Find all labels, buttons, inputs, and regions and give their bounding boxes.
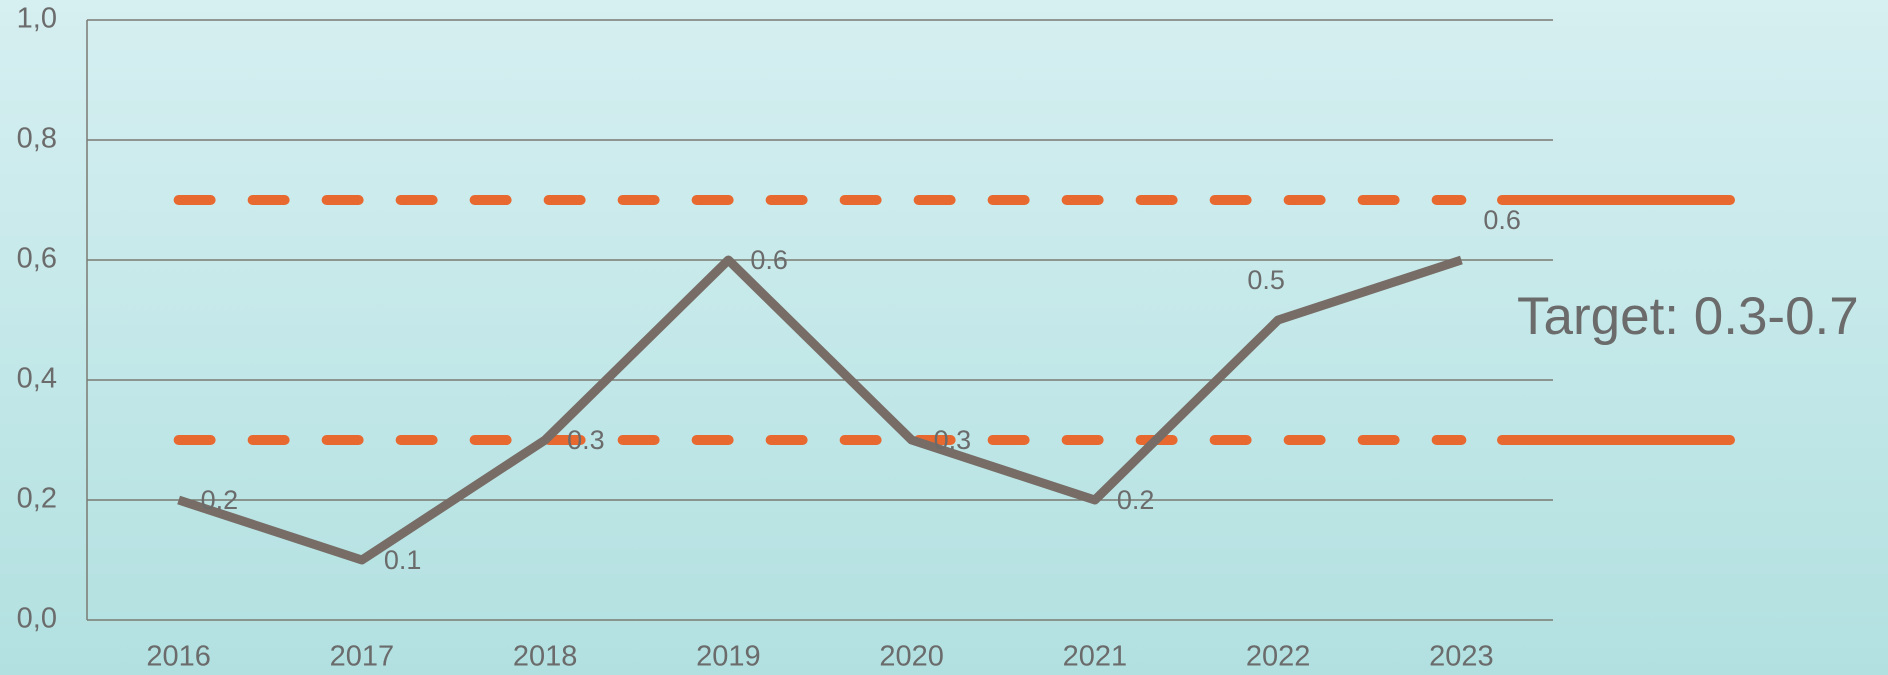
data-label: 0.6 xyxy=(750,245,788,275)
x-tick-label: 2018 xyxy=(513,641,578,673)
data-label: 0.2 xyxy=(1117,485,1155,515)
annotation: Target: 0.3-0.7 xyxy=(1517,287,1859,346)
data-label: 0.6 xyxy=(1483,205,1521,235)
data-label: 0.3 xyxy=(934,425,972,455)
x-tick-label: 2020 xyxy=(879,641,944,673)
data-label: 0.5 xyxy=(1247,265,1285,295)
data-label: 0.1 xyxy=(384,545,422,575)
y-tick-label: 0,8 xyxy=(17,123,57,155)
data-label: 0.2 xyxy=(201,485,239,515)
data-label: 0.3 xyxy=(567,425,605,455)
y-tick-label: 0,4 xyxy=(17,363,57,395)
x-tick-label: 2019 xyxy=(696,641,761,673)
x-tick-label: 2023 xyxy=(1429,641,1494,673)
y-tick-label: 1,0 xyxy=(17,3,57,35)
x-tick-label: 2021 xyxy=(1063,641,1128,673)
x-tick-label: 2017 xyxy=(330,641,395,673)
y-tick-label: 0,0 xyxy=(17,603,57,635)
x-tick-label: 2016 xyxy=(146,641,211,673)
y-tick-label: 0,2 xyxy=(17,483,57,515)
data-line xyxy=(177,255,1463,565)
y-tick-label: 0,6 xyxy=(17,243,57,275)
x-tick-label: 2022 xyxy=(1246,641,1311,673)
